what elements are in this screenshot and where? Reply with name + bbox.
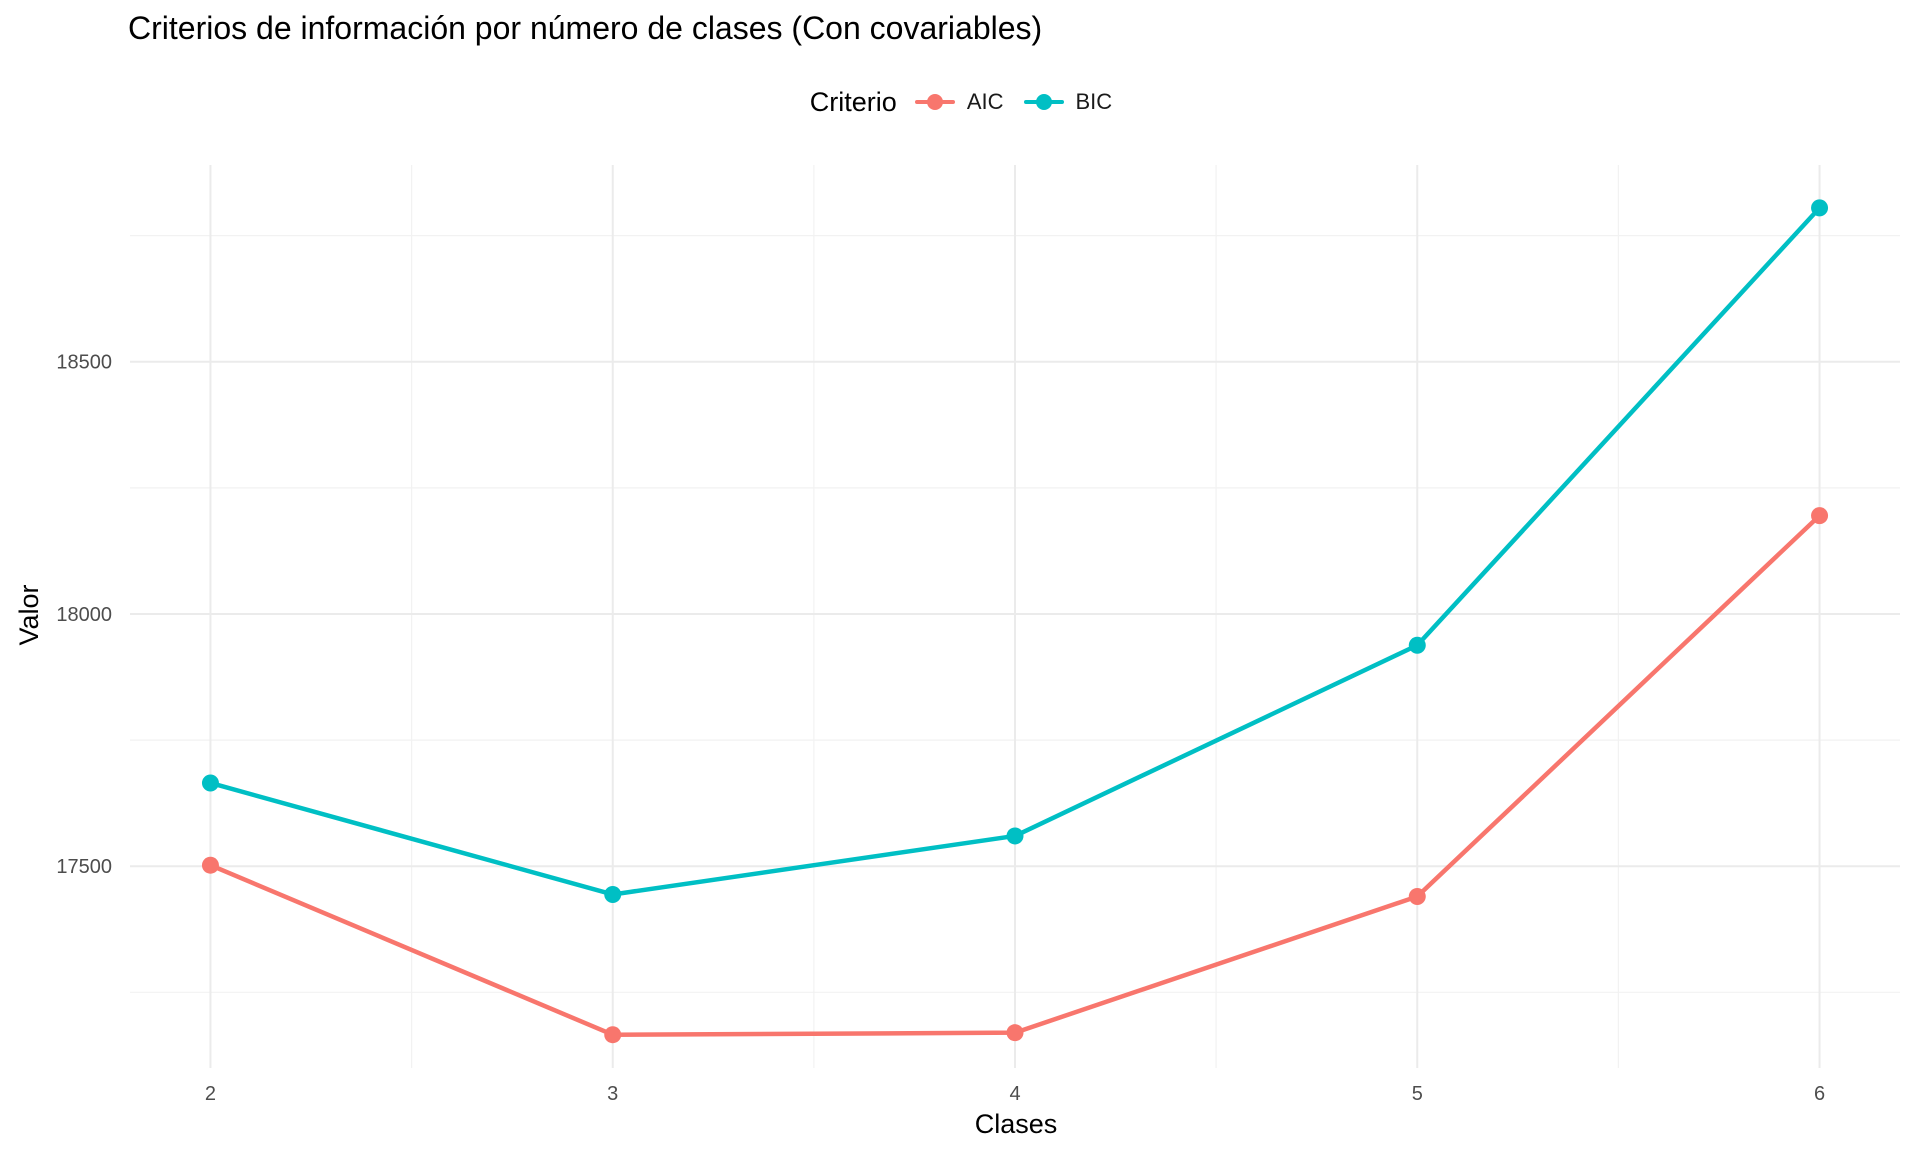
y-tick-labels: 17500 18000 18500 (56, 352, 112, 878)
series-points (201, 199, 1829, 1044)
data-point-bic (1811, 199, 1829, 217)
chart-title: Criterios de información por número de c… (128, 10, 1043, 46)
x-tick-labels: 2 3 4 5 6 (205, 1083, 1825, 1105)
legend: Criterio AIC BIC (0, 82, 1920, 122)
legend-item-aic: AIC (913, 89, 1004, 115)
legend-key-bic (1022, 92, 1066, 112)
data-point-aic (201, 856, 219, 874)
data-point-aic (1811, 507, 1829, 525)
legend-key-dot (926, 94, 943, 110)
y-axis-title: Valor (14, 584, 44, 645)
legend-key-aic (913, 92, 957, 112)
legend-title: Criterio (809, 86, 897, 117)
x-tick-label: 4 (1009, 1083, 1020, 1105)
x-tick-label: 5 (1412, 1083, 1423, 1105)
legend-label-bic: BIC (1075, 89, 1113, 114)
x-tick-label: 3 (607, 1083, 618, 1105)
legend-key-dot (1035, 94, 1052, 110)
x-axis-title: Clases (975, 1109, 1058, 1139)
data-point-aic (1006, 1024, 1024, 1042)
data-point-bic (1408, 636, 1426, 654)
legend-item-bic: BIC (1022, 89, 1113, 115)
data-point-bic (1006, 827, 1024, 845)
y-tick-label: 17500 (56, 856, 112, 878)
data-point-bic (604, 885, 622, 903)
y-tick-label: 18000 (56, 604, 112, 626)
grid-major (130, 165, 1900, 1068)
y-tick-label: 18500 (56, 352, 112, 374)
data-point-aic (604, 1026, 622, 1044)
x-tick-label: 6 (1814, 1083, 1825, 1105)
x-tick-label: 2 (205, 1083, 216, 1105)
data-point-aic (1408, 887, 1426, 905)
data-point-bic (201, 774, 219, 792)
legend-label-aic: AIC (966, 89, 1004, 114)
